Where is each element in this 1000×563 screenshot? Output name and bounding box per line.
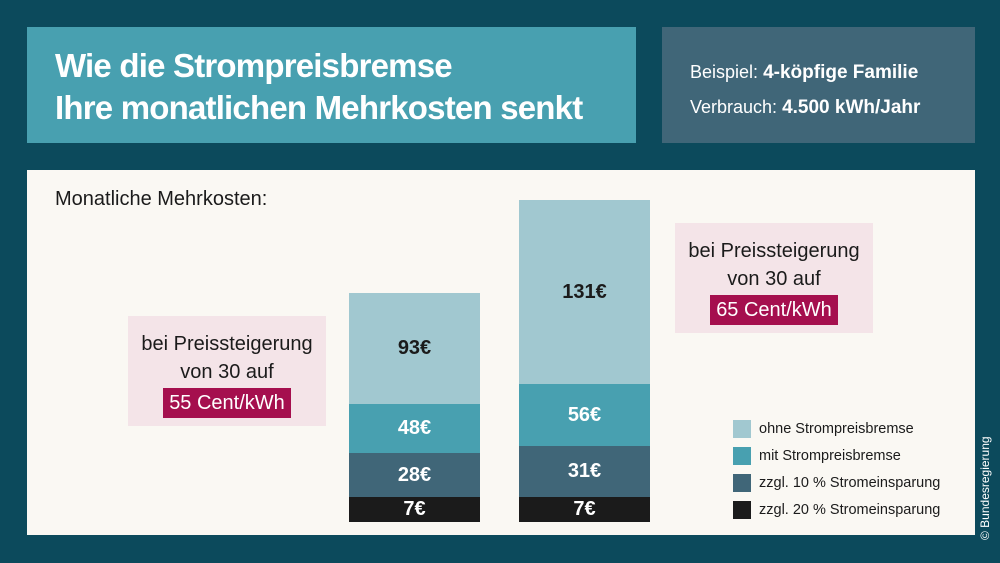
legend-item: mit Strompreisbremse xyxy=(733,442,940,469)
copyright: © Bundesregierung xyxy=(978,436,992,540)
data-label: 131€ xyxy=(562,280,607,303)
legend-label: mit Strompreisbremse xyxy=(759,447,901,464)
legend-swatch xyxy=(733,446,751,465)
legend: ohne Strompreisbremse mit Strompreisbrem… xyxy=(733,415,940,523)
annotation-line1: bei Preissteigerung xyxy=(688,240,860,262)
title-line-2: Ihre monatlichen Mehrkosten senkt xyxy=(55,89,583,126)
annotation-highlight: 55 Cent/kWh xyxy=(163,388,291,418)
chart-panel: Monatliche Mehrkosten: bei Preissteigeru… xyxy=(27,170,975,535)
annotation-line2: von 30 auf xyxy=(727,268,821,290)
data-label: 56€ xyxy=(567,403,602,426)
chart-title: Monatliche Mehrkosten: xyxy=(55,188,268,210)
annotation-65-cent: bei Preissteigerung von 30 auf 65 Cent/k… xyxy=(675,223,873,333)
data-label: 7€ xyxy=(403,498,426,520)
legend-label: zzgl. 20 % Stromeinsparung xyxy=(759,501,941,518)
example-value: 4-köpfige Familie xyxy=(763,62,919,83)
data-label: 93€ xyxy=(397,337,432,359)
annotation-55-cent: bei Preissteigerung von 30 auf 55 Cent/k… xyxy=(128,316,326,426)
legend-item: zzgl. 20 % Stromeinsparung xyxy=(733,496,940,523)
data-label: 31€ xyxy=(567,460,602,482)
bar-group-2: 131€ 56€ 31€ 7€ xyxy=(519,170,650,522)
usage-value: 4.500 kWh/Jahr xyxy=(782,97,921,118)
data-label: 28€ xyxy=(397,463,432,486)
annotation-line1: bei Preissteigerung xyxy=(141,333,313,355)
bar-segment: 7€ xyxy=(349,497,480,522)
bar-segment: 7€ xyxy=(519,497,650,522)
bar-segment: 93€ xyxy=(349,293,480,404)
bar-segment: 131€ xyxy=(519,200,650,384)
annotation-line2: von 30 auf xyxy=(180,361,274,383)
usage-label: Verbrauch: xyxy=(690,97,778,117)
bar-segment: 31€ xyxy=(519,446,650,497)
title-line-1: Wie die Strompreisbremse xyxy=(55,47,453,84)
example-info-box: Beispiel: 4-köpfige Familie Verbrauch: 4… xyxy=(662,27,975,143)
legend-swatch xyxy=(733,473,751,492)
legend-item: ohne Strompreisbremse xyxy=(733,415,940,442)
bar-group-1: 93€ 48€ 28€ 7€ xyxy=(349,170,480,522)
bar-segment: 28€ xyxy=(349,453,480,497)
legend-swatch xyxy=(733,500,751,519)
legend-item: zzgl. 10 % Stromeinsparung xyxy=(733,469,940,496)
data-label: 48€ xyxy=(397,417,432,439)
bar-segment: 56€ xyxy=(519,384,650,446)
legend-swatch xyxy=(733,419,751,438)
legend-label: ohne Strompreisbremse xyxy=(759,420,914,437)
data-label: 7€ xyxy=(573,498,596,520)
infographic-title: Wie die Strompreisbremse Ihre monatliche… xyxy=(27,27,636,143)
example-label: Beispiel: xyxy=(690,62,759,82)
legend-label: zzgl. 10 % Stromeinsparung xyxy=(759,474,941,491)
annotation-highlight: 65 Cent/kWh xyxy=(710,295,838,325)
bar-segment: 48€ xyxy=(349,404,480,453)
